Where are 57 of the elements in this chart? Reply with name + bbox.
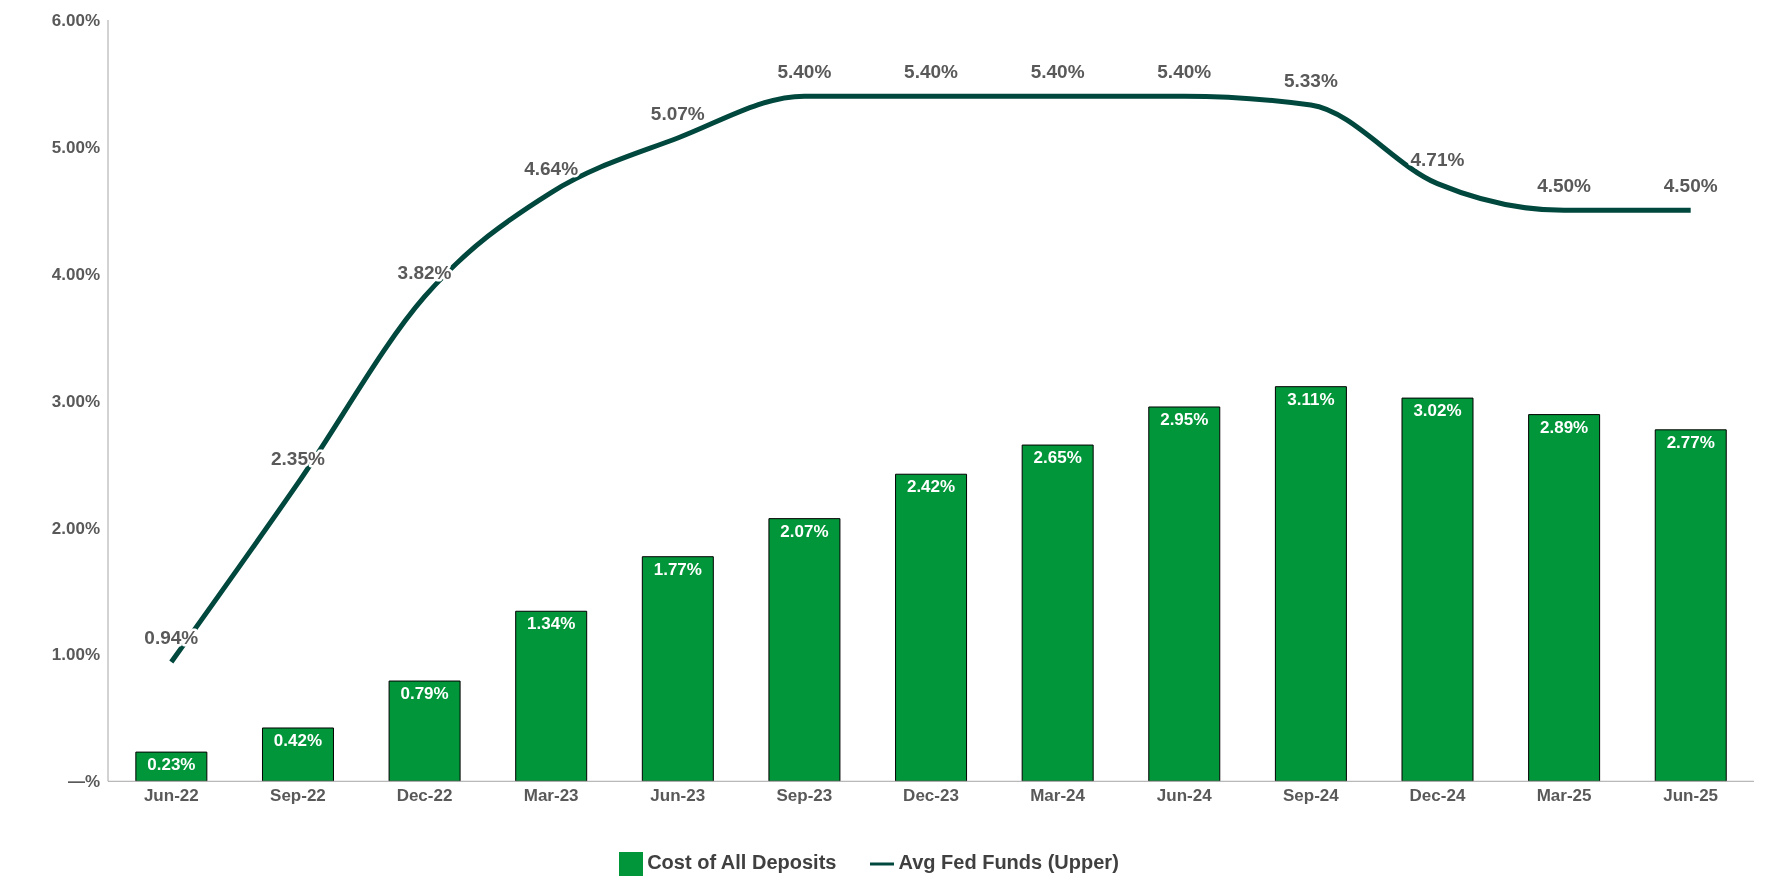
bar bbox=[1654, 429, 1727, 782]
x-tick-label: Dec-22 bbox=[396, 786, 453, 806]
data-label: 5.40% bbox=[1157, 61, 1212, 83]
data-label: 3.02% bbox=[1413, 401, 1462, 421]
bar bbox=[388, 680, 461, 782]
y-tick-label: —% bbox=[67, 772, 100, 792]
data-label: 2.65% bbox=[1033, 448, 1082, 468]
bar bbox=[515, 610, 588, 782]
bar bbox=[261, 727, 334, 782]
x-tick-label: Mar-23 bbox=[523, 786, 579, 806]
y-tick-label: 1.00% bbox=[51, 645, 100, 665]
data-label: 2.77% bbox=[1666, 432, 1715, 452]
bar bbox=[1021, 444, 1094, 782]
data-label: 2.07% bbox=[780, 521, 829, 541]
bar bbox=[1148, 406, 1221, 782]
data-label: 0.42% bbox=[273, 730, 323, 750]
x-tick-label: Jun-25 bbox=[1663, 786, 1719, 806]
data-label: 1.34% bbox=[527, 614, 576, 634]
data-label: 4.50% bbox=[1663, 175, 1718, 197]
x-tick-label: Mar-24 bbox=[1030, 786, 1086, 806]
data-label: 1.77% bbox=[653, 559, 702, 579]
y-tick-label: 6.00% bbox=[51, 11, 100, 31]
x-tick-label: Jun-22 bbox=[143, 786, 199, 806]
data-label: 5.40% bbox=[777, 61, 832, 83]
x-tick-label: Dec-24 bbox=[1409, 786, 1466, 806]
bar bbox=[1528, 414, 1601, 782]
x-tick-label: Mar-25 bbox=[1536, 786, 1592, 806]
data-label: 2.42% bbox=[906, 477, 956, 497]
bar bbox=[895, 473, 968, 782]
data-label: 3.11% bbox=[1287, 389, 1335, 409]
data-label: 4.71% bbox=[1410, 148, 1465, 170]
data-label: 5.40% bbox=[1030, 61, 1085, 83]
x-tick-label: Sep-24 bbox=[1282, 786, 1340, 806]
bar bbox=[641, 556, 714, 782]
x-tick-label: Sep-23 bbox=[776, 786, 833, 806]
data-label: 5.40% bbox=[904, 61, 959, 83]
data-label: 0.23% bbox=[147, 755, 196, 775]
y-tick-label: 4.00% bbox=[51, 264, 100, 284]
y-tick-label: 2.00% bbox=[51, 518, 100, 538]
data-label: 2.95% bbox=[1160, 409, 1209, 429]
data-label: 4.64% bbox=[524, 157, 579, 179]
x-tick-label: Jun-24 bbox=[1156, 786, 1213, 806]
y-tick-label: 5.00% bbox=[51, 137, 100, 157]
data-label: 0.79% bbox=[400, 684, 449, 704]
data-label: 4.50% bbox=[1537, 175, 1592, 197]
data-label: 2.89% bbox=[1540, 417, 1589, 437]
bar bbox=[1401, 397, 1474, 782]
legend-label: Cost of All Deposits bbox=[647, 851, 837, 874]
x-tick-label: Sep-22 bbox=[270, 786, 326, 806]
y-tick-label: 3.00% bbox=[51, 391, 100, 411]
data-label: 5.07% bbox=[650, 103, 705, 124]
bar bbox=[768, 518, 841, 782]
x-tick-label: Dec-23 bbox=[903, 786, 959, 806]
bar bbox=[1274, 386, 1347, 782]
x-tick-label: Jun-23 bbox=[650, 786, 706, 806]
legend-label: Avg Fed Funds (Upper) bbox=[898, 851, 1119, 874]
data-label: 5.33% bbox=[1283, 70, 1338, 92]
